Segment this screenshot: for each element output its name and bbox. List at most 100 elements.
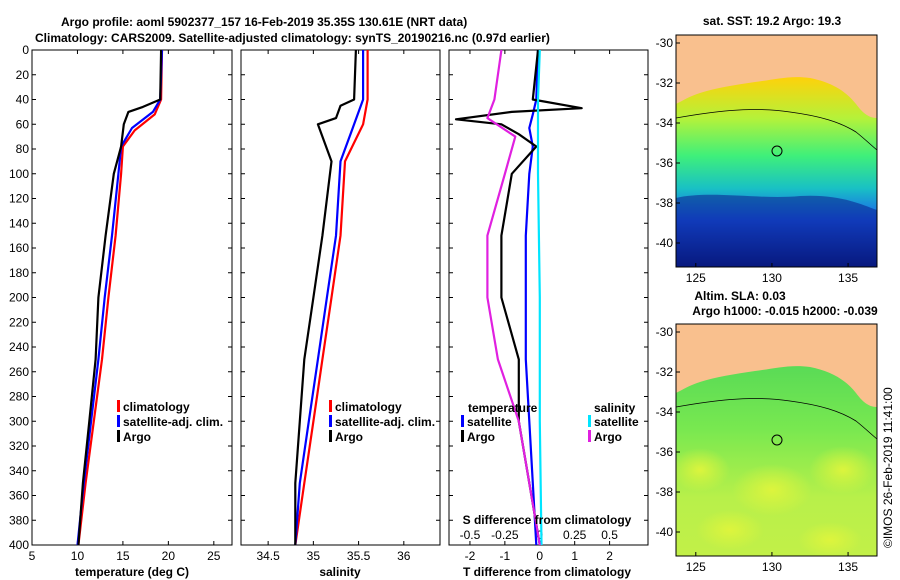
x-tick-label: 25: [207, 549, 221, 563]
x-tick-label: 20: [162, 549, 176, 563]
difference-plot-frame: [448, 49, 649, 546]
map-y-tick-label: -30: [656, 36, 674, 50]
map-y-tick-label: -36: [656, 156, 674, 170]
sla-isobath: [676, 398, 877, 440]
legend-label-argo: Argo: [123, 430, 151, 444]
y-tick-label: 220: [9, 315, 29, 329]
y-tick-label: 160: [9, 241, 29, 255]
sst-map: [676, 35, 877, 267]
x-tick-label: -1: [500, 549, 511, 563]
y-tick-label: 140: [9, 216, 29, 230]
x-tick-label-s: 0.25: [563, 528, 587, 542]
x-tick-label: 35: [307, 549, 321, 563]
y-tick-label: 280: [9, 390, 29, 404]
y-tick-label: 100: [9, 167, 29, 181]
sst-map-title: sat. SST: 19.2 Argo: 19.3: [703, 14, 842, 28]
legend-swatch-climatology: [117, 400, 120, 412]
x-tick-label: 1: [571, 549, 578, 563]
map-y-tick-label: -38: [656, 196, 674, 210]
x-tick-label: 34.5: [256, 549, 280, 563]
temperature-lines: [76, 49, 164, 546]
series-line-s-satellite: [536, 49, 543, 546]
map-y-tick-label: -38: [656, 485, 674, 499]
y-tick-label: 260: [9, 365, 29, 379]
x-tick-label: 10: [71, 549, 85, 563]
y-tick-label: 200: [9, 291, 29, 305]
x-tick-label: 5: [29, 549, 36, 563]
map-y-tick-label: -34: [656, 405, 674, 419]
temperature-plot-frame: [31, 49, 233, 546]
legend-title-temperature: temperature: [468, 401, 538, 415]
legend-label-s-argo: Argo: [594, 430, 622, 444]
y-tick-label: 380: [9, 513, 29, 527]
map-y-tick-label: -32: [656, 76, 674, 90]
x-tick-label: 36: [397, 549, 411, 563]
legend-title-salinity: salinity: [594, 401, 636, 415]
salinity-axes: 34.5 35 35.5 36: [241, 49, 440, 563]
y-tick-label: 180: [9, 266, 29, 280]
legend-swatch-argo: [117, 430, 120, 442]
series-line-t-satellite: [524, 49, 540, 546]
watermark: ©IMOS 26-Feb-2019 11:41:00: [881, 387, 895, 548]
salinity-plot-frame: [240, 49, 441, 546]
sla-argo-marker: [771, 434, 783, 446]
legend-swatch-s-argo: [588, 430, 591, 442]
legend-label-argo: Argo: [335, 430, 363, 444]
salinity-xlabel: salinity: [319, 565, 361, 579]
sla-map-title-1: Altim. SLA: 0.03: [694, 289, 786, 303]
map-y-tick-label: -34: [656, 116, 674, 130]
series-line-argo: [77, 49, 163, 546]
x-tick-label-s: 0: [536, 528, 543, 542]
x-tick-label: 35.5: [347, 549, 371, 563]
temperature-axes: 0 20 40 60 80 100 120 140 160 180 200 220 240 260 280 3…: [9, 43, 232, 563]
sla-land: [676, 324, 877, 407]
sst-cold-water: [676, 194, 877, 267]
x-tick-label: 0: [536, 549, 543, 563]
x-tick-label-s: -0.25: [491, 528, 519, 542]
difference-xlabel: T difference from climatology: [463, 565, 631, 579]
x-tick-label: 15: [116, 549, 130, 563]
legend-label-satellite: satellite-adj. clim.: [335, 415, 435, 429]
legend-swatch-satellite: [117, 415, 120, 427]
map-y-tick-label: -30: [656, 325, 674, 339]
legend-label-climatology: climatology: [335, 400, 402, 414]
sst-map-frame: [675, 34, 878, 268]
map-x-tick-label: 130: [762, 560, 782, 574]
sst-isobath: [676, 109, 877, 151]
series-line-satellite-adj-clim-: [76, 49, 164, 546]
legend-swatch-argo: [329, 430, 332, 442]
map-x-tick-label: 135: [838, 560, 858, 574]
y-tick-label: 400: [9, 538, 29, 552]
legend-swatch-s-satellite: [588, 415, 591, 427]
difference-xlabel-top: S difference from climatology: [463, 513, 632, 527]
map-x-tick-label: 130: [762, 271, 782, 285]
x-tick-label: 2: [606, 549, 613, 563]
y-tick-label: 20: [16, 68, 30, 82]
legend-label-s-satellite: satellite: [594, 415, 639, 429]
y-tick-label: 60: [16, 117, 30, 131]
series-line-t-argo: [454, 49, 583, 546]
difference-legend: temperature satellite Argo salinity sate…: [461, 401, 639, 444]
sst-argo-marker: [771, 145, 783, 157]
sst-land: [676, 35, 877, 118]
sla-anomaly-patch: [798, 522, 862, 556]
difference-axes: -2 -1 0 1 2 -0.5 -0.25 0 0.25 0.5: [449, 49, 648, 563]
sla-anomaly-patch: [809, 446, 877, 494]
sst-map-axes: 125 130 135 -30 -32 -34 -36 -38 -40: [656, 36, 859, 285]
x-tick-label-s: -0.5: [460, 528, 481, 542]
salinity-legend: climatology satellite-adj. clim. Argo: [329, 400, 435, 444]
map-x-tick-label: 135: [838, 271, 858, 285]
series-line-climatology: [294, 50, 369, 546]
temperature-xlabel: temperature (deg C): [75, 565, 189, 579]
legend-swatch-t-argo: [461, 430, 464, 442]
y-tick-label: 240: [9, 340, 29, 354]
y-tick-label: 120: [9, 192, 29, 206]
difference-lines: [454, 49, 583, 546]
y-tick-label: 360: [9, 489, 29, 503]
sla-anomaly-patch: [676, 448, 730, 492]
map-y-tick-label: -36: [656, 445, 674, 459]
map-y-tick-label: -32: [656, 365, 674, 379]
legend-swatch-climatology: [329, 400, 332, 412]
sla-anomaly-patch: [732, 464, 812, 516]
